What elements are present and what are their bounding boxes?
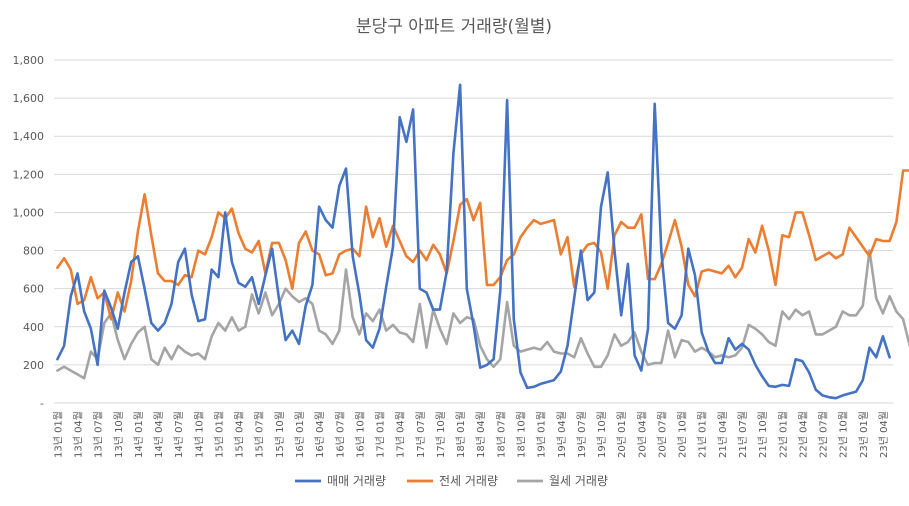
- x-tick-label: 17년 04월: [395, 411, 407, 458]
- y-tick-label: 600: [23, 283, 44, 296]
- x-tick-label: 22년 01월: [777, 411, 789, 458]
- x-tick-label: 16년 10월: [354, 411, 366, 458]
- x-tick-label: 16년 01월: [294, 411, 306, 458]
- chart-title: 분당구 아파트 거래량(월별): [356, 17, 552, 37]
- x-tick-label: 18년 04월: [475, 411, 487, 458]
- series-line: [56, 169, 909, 321]
- x-tick-label: 17년 01월: [375, 411, 387, 458]
- x-tick-label: 13년 07월: [93, 411, 105, 458]
- series-line: [56, 249, 909, 380]
- x-tick-label: 21년 07월: [737, 411, 749, 458]
- x-tick-label: 19년 07월: [576, 411, 588, 458]
- series-line: [56, 83, 891, 400]
- y-tick-label: 1,600: [13, 92, 45, 105]
- x-tick-label: 18년 07월: [495, 411, 507, 458]
- x-tick-label: 15년 04월: [234, 411, 246, 458]
- x-tick-label: 20년 01월: [616, 411, 628, 458]
- y-tick-label: -: [40, 397, 44, 410]
- x-tick-label: 23년 01월: [858, 411, 870, 458]
- x-tick-label: 14년 07월: [173, 411, 185, 458]
- y-tick-label: 1,000: [13, 206, 45, 219]
- x-tick-label: 22년 04월: [797, 411, 809, 458]
- x-tick-label: 19년 10월: [596, 411, 608, 458]
- legend-label: 월세 거래량: [549, 474, 608, 488]
- series-layer: [56, 83, 909, 400]
- x-tick-label: 20년 07월: [656, 411, 668, 458]
- x-tick-label: 14년 01월: [133, 411, 145, 458]
- x-tick-label: 17년 10월: [435, 411, 447, 458]
- x-tick-label: 20년 10월: [677, 411, 689, 458]
- y-axis-tick-labels: - 200 400 600 800 1,000 1,200 1,400 1,600 1,800: [13, 54, 45, 410]
- x-tick-label: 19년 01월: [536, 411, 548, 458]
- grid-layer: [54, 59, 893, 404]
- x-tick-label: 13년 01월: [52, 411, 64, 458]
- legend-label: 매매 거래량: [327, 474, 386, 488]
- legend-label: 전세 거래량: [439, 474, 498, 488]
- x-tick-label: 20년 04월: [636, 411, 648, 458]
- x-tick-label: 22년 10월: [838, 411, 850, 458]
- y-tick-label: 400: [23, 321, 44, 334]
- x-tick-label: 21년 10월: [757, 411, 769, 458]
- y-tick-label: 200: [23, 359, 44, 372]
- y-tick-label: 800: [23, 245, 44, 258]
- x-tick-label: 16년 04월: [314, 411, 326, 458]
- x-tick-label: 22년 07월: [818, 411, 830, 458]
- legend: 매매 거래량 전세 거래량 월세 거래량: [295, 474, 608, 488]
- x-tick-label: 21년 04월: [717, 411, 729, 458]
- x-tick-label: 13년 04월: [72, 411, 84, 458]
- x-tick-label: 18년 10월: [515, 411, 527, 458]
- x-tick-label: 14년 10월: [193, 411, 205, 458]
- x-tick-label: 21년 01월: [697, 411, 709, 458]
- x-tick-label: 14년 04월: [153, 411, 165, 458]
- x-tick-label: 16년 07월: [334, 411, 346, 458]
- y-tick-label: 1,200: [13, 168, 45, 181]
- x-tick-label: 23년 04월: [878, 411, 890, 458]
- x-tick-label: 15년 01월: [213, 411, 225, 458]
- x-axis-tick-labels: 13년 01월 13년 04월 13년 07월 13년 10월 14년 01월 14년 0…: [52, 411, 890, 458]
- x-tick-label: 15년 07월: [254, 411, 266, 458]
- x-tick-label: 19년 04월: [556, 411, 568, 458]
- x-tick-label: 17년 07월: [415, 411, 427, 458]
- x-tick-label: 18년 01월: [455, 411, 467, 458]
- y-tick-label: 1,800: [13, 54, 45, 67]
- y-tick-label: 1,400: [13, 130, 45, 143]
- x-tick-label: 13년 10월: [113, 411, 125, 458]
- x-tick-label: 15년 10월: [274, 411, 286, 458]
